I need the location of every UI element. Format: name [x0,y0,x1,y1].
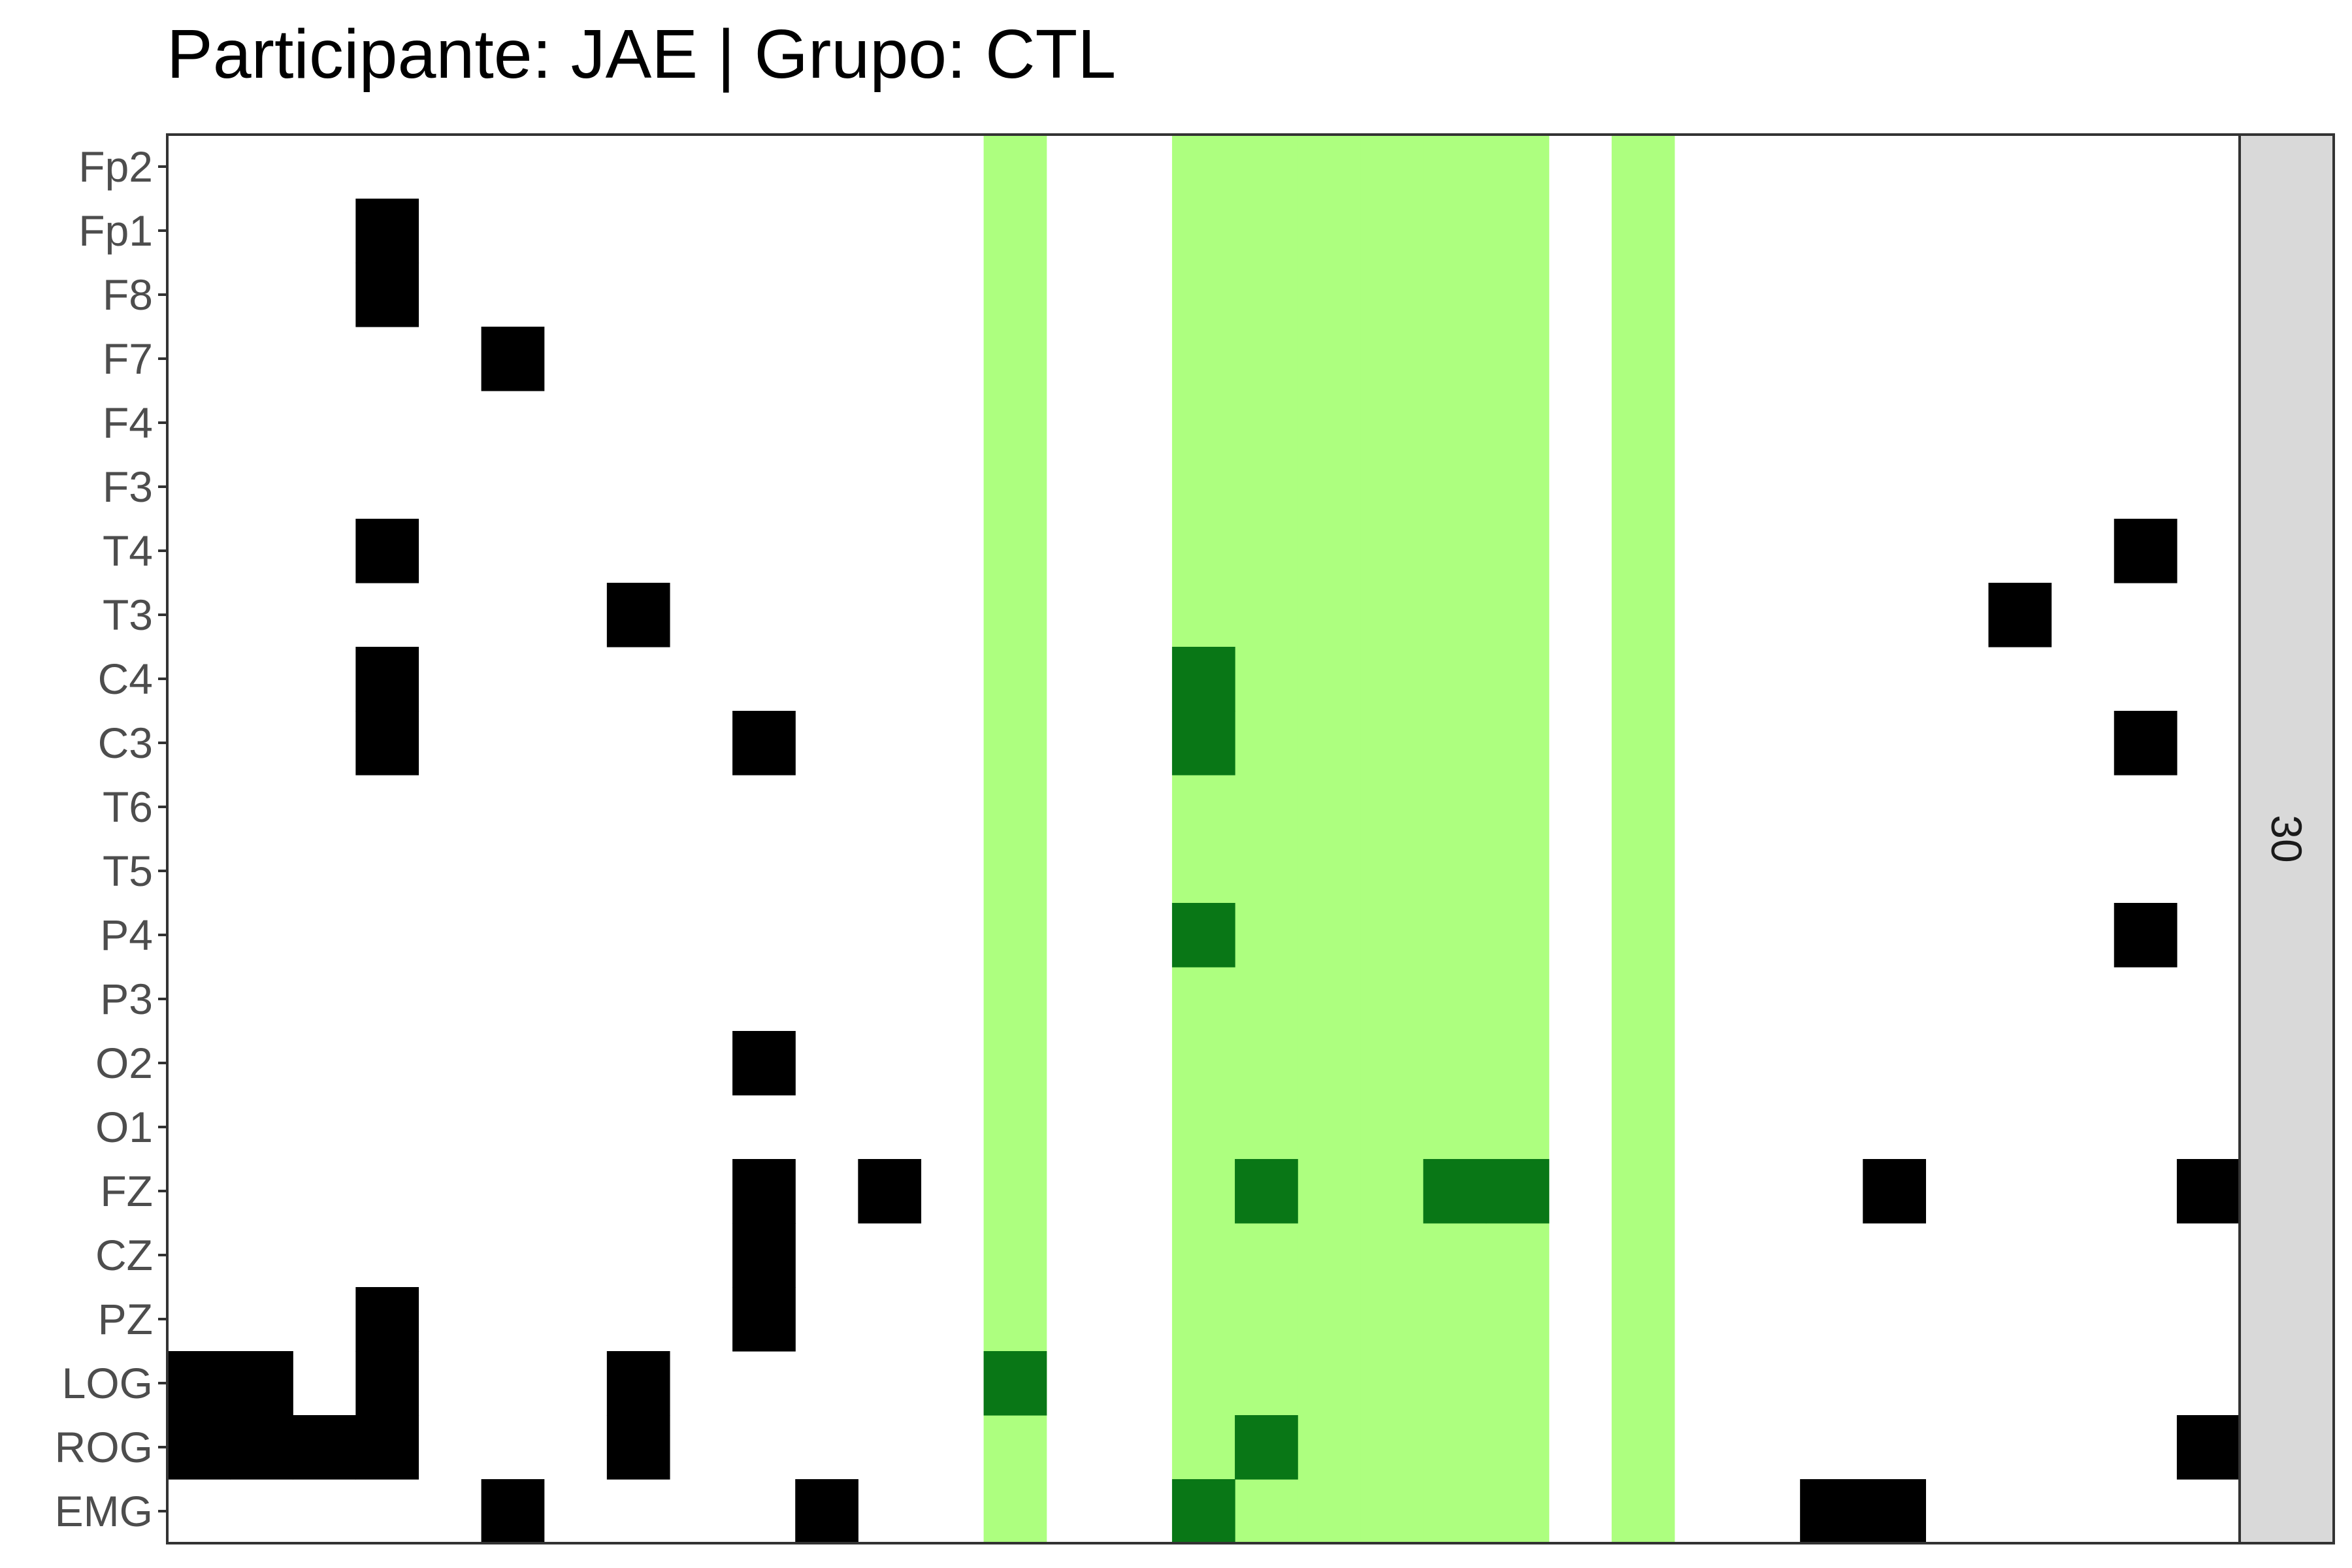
ytick-label-p3: P3 [100,975,153,1023]
cell-c3-9 [732,711,796,776]
ytick-label-log: LOG [62,1359,153,1407]
highlight-column-13 [983,135,1047,1543]
cell-log-0 [167,1351,231,1416]
ytick-label-t4: T4 [103,527,153,575]
cell-rog-2 [293,1415,356,1480]
ytick-label-f7: F7 [103,335,153,383]
cell-log-7 [606,1351,670,1416]
cell-fz-21 [1486,1159,1550,1224]
ytick-label-emg: EMG [55,1487,153,1535]
ytick-label-cz: CZ [95,1231,153,1279]
cell-log-1 [230,1351,293,1416]
cell-t4-31 [2114,519,2178,583]
highlight-column-layer [983,135,1675,1543]
cell-cz-9 [732,1223,796,1288]
ytick-label-fp1: Fp1 [78,206,153,255]
cell-emg-26 [1800,1479,1863,1544]
cell-fz-17 [1235,1159,1298,1224]
cell-emg-5 [481,1479,545,1544]
cell-c3-16 [1171,711,1235,776]
cell-p4-31 [2114,903,2178,968]
ytick-label-t6: T6 [103,783,153,831]
ytick-label-t5: T5 [103,847,153,895]
cell-f8-3 [355,263,419,327]
ytick-label-fp2: Fp2 [78,142,153,191]
cell-rog-0 [167,1415,231,1480]
cell-emg-27 [1863,1479,1926,1544]
cell-log-3 [355,1351,419,1416]
cell-rog-3 [355,1415,419,1480]
cell-log-13 [983,1351,1047,1416]
cell-pz-3 [355,1287,419,1352]
highlight-column-18 [1298,135,1361,1543]
cell-t4-3 [355,519,419,583]
cell-rog-17 [1235,1415,1298,1480]
ytick-label-p4: P4 [100,911,153,959]
ytick-label-f4: F4 [103,399,153,447]
facet-strip [2238,133,2335,1544]
cell-fz-9 [732,1159,796,1224]
facet-strip-label: 30 [2262,815,2311,862]
cell-emg-16 [1171,1479,1235,1544]
cell-fz-11 [858,1159,922,1224]
ytick-label-c4: C4 [98,655,153,703]
cell-rog-7 [606,1415,670,1480]
ytick-label-rog: ROG [55,1423,153,1471]
cell-fz-32 [2176,1159,2240,1224]
cell-emg-10 [795,1479,858,1544]
cell-t3-7 [606,583,670,647]
chart-title: Participante: JAE | Grupo: CTL [167,16,1117,93]
highlight-column-16 [1171,135,1235,1543]
highlight-column-17 [1235,135,1298,1543]
cell-o2-9 [732,1031,796,1096]
y-axis: Fp2 Fp1 F8 F7 F4 F3 T4 T3 C4 C3 T6 T5 P4 P3 O2 O1 FZ CZ PZ… [55,142,167,1535]
cell-c3-3 [355,711,419,776]
cell-fp1-3 [355,199,419,263]
ytick-label-pz: PZ [98,1295,153,1343]
highlight-column-21 [1486,135,1550,1543]
ytick-label-t3: T3 [103,591,153,639]
cell-fz-20 [1423,1159,1487,1224]
highlight-column-20 [1423,135,1487,1543]
cell-c3-31 [2114,711,2178,776]
ytick-label-fz: FZ [100,1167,153,1215]
ytick-label-o1: O1 [95,1103,153,1151]
cell-c4-16 [1171,647,1235,711]
cell-c4-3 [355,647,419,711]
cell-rog-32 [2176,1415,2240,1480]
ytick-label-c3: C3 [98,719,153,767]
highlight-column-23 [1611,135,1675,1543]
cell-layer [167,199,2240,1544]
highlight-column-19 [1360,135,1424,1543]
cell-t3-29 [1988,583,2052,647]
ytick-label-f8: F8 [103,270,153,319]
ytick-label-f3: F3 [103,463,153,511]
ytick-label-o2: O2 [95,1039,153,1087]
cell-p4-16 [1171,903,1235,968]
cell-pz-9 [732,1287,796,1352]
cell-fz-27 [1863,1159,1926,1224]
cell-rog-1 [230,1415,293,1480]
cell-f7-5 [481,327,545,391]
